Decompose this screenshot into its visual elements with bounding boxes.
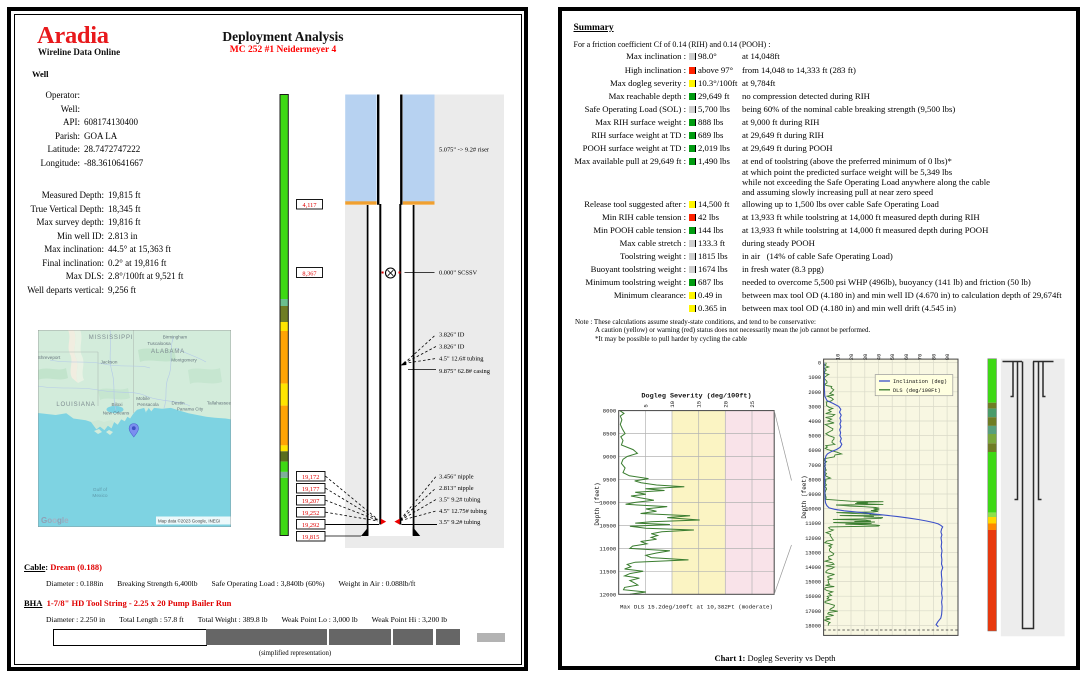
- svg-text:70: 70: [918, 354, 924, 360]
- svg-text:Jackson: Jackson: [101, 360, 118, 365]
- svg-text:11000: 11000: [599, 545, 616, 552]
- svg-text:17000: 17000: [805, 609, 821, 615]
- svg-text:40: 40: [877, 354, 883, 360]
- svg-text:ALABAMA: ALABAMA: [151, 349, 185, 355]
- svg-text:Tuscaloosa: Tuscaloosa: [147, 341, 171, 346]
- svg-text:8000: 8000: [603, 408, 617, 415]
- svg-text:MISSISSIPPI: MISSISSIPPI: [89, 335, 133, 341]
- svg-text:2.813" nipple: 2.813" nipple: [439, 485, 474, 492]
- svg-text:16000: 16000: [805, 594, 821, 600]
- svg-text:1000: 1000: [808, 375, 821, 381]
- svg-text:10000: 10000: [599, 499, 616, 506]
- svg-text:Montgomery: Montgomery: [171, 358, 197, 363]
- svg-text:Pensacola: Pensacola: [137, 402, 159, 407]
- svg-text:4000: 4000: [808, 419, 821, 425]
- svg-text:19,252: 19,252: [302, 510, 319, 517]
- svg-text:30: 30: [863, 354, 869, 360]
- svg-text:9.875" 62.8# casing: 9.875" 62.8# casing: [439, 368, 491, 375]
- svg-text:7000: 7000: [808, 463, 821, 469]
- svg-text:8500: 8500: [603, 431, 617, 438]
- svg-text:2000: 2000: [808, 390, 821, 396]
- svg-text:8000: 8000: [808, 477, 821, 483]
- svg-text:Inclination (deg): Inclination (deg): [893, 379, 947, 385]
- svg-text:19,815: 19,815: [302, 534, 319, 541]
- svg-text:19,172: 19,172: [302, 474, 319, 481]
- svg-text:20: 20: [849, 354, 855, 360]
- svg-text:Destin: Destin: [171, 401, 184, 406]
- svg-text:6000: 6000: [808, 448, 821, 454]
- svg-text:3.826" ID: 3.826" ID: [439, 332, 465, 339]
- svg-text:11000: 11000: [805, 521, 821, 527]
- svg-text:3000: 3000: [808, 404, 821, 410]
- svg-text:3.5" 9.2# tubing: 3.5" 9.2# tubing: [439, 497, 481, 504]
- svg-text:10: 10: [669, 400, 676, 407]
- svg-text:14000: 14000: [805, 565, 821, 571]
- svg-text:11500: 11500: [599, 568, 616, 575]
- svg-text:Biloxi: Biloxi: [112, 402, 123, 407]
- svg-text:Map data ©2023 Google, INEGI: Map data ©2023 Google, INEGI: [158, 519, 220, 524]
- svg-text:5: 5: [642, 404, 649, 407]
- svg-text:19,207: 19,207: [302, 498, 319, 505]
- svg-text:Birmingham: Birmingham: [163, 335, 188, 340]
- svg-text:Mexico: Mexico: [92, 493, 108, 499]
- svg-text:Max DLS 15.2deg/100ft at 10,38: Max DLS 15.2deg/100ft at 10,382Ft (moder…: [620, 604, 773, 611]
- svg-text:60: 60: [904, 354, 910, 360]
- svg-text:8,367: 8,367: [302, 270, 316, 277]
- svg-text:9000: 9000: [808, 492, 821, 498]
- svg-text:Google: Google: [41, 516, 69, 525]
- svg-text:4.5" 12.75# tubing: 4.5" 12.75# tubing: [439, 508, 488, 515]
- svg-text:3.826" ID: 3.826" ID: [439, 344, 465, 351]
- svg-text:Panama City: Panama City: [177, 407, 204, 412]
- svg-text:10000: 10000: [805, 507, 821, 513]
- svg-text:DLS (deg/100Ft): DLS (deg/100Ft): [893, 388, 941, 394]
- svg-text:Tallahassee: Tallahassee: [207, 401, 231, 406]
- svg-text:50: 50: [890, 354, 896, 360]
- svg-text:Mobile: Mobile: [136, 396, 150, 401]
- svg-text:Shreveport: Shreveport: [38, 355, 61, 360]
- svg-text:80: 80: [931, 354, 937, 360]
- svg-text:4,117: 4,117: [303, 202, 317, 209]
- svg-text:9000: 9000: [603, 454, 617, 461]
- svg-text:3.456" nipple: 3.456" nipple: [439, 474, 474, 481]
- svg-text:Dogleg Severity (deg/100ft): Dogleg Severity (deg/100ft): [641, 393, 751, 401]
- svg-text:New Orleans: New Orleans: [103, 411, 130, 416]
- svg-text:4.5" 12.6# tubing: 4.5" 12.6# tubing: [439, 356, 484, 363]
- svg-text:Depth (feet): Depth (feet): [801, 475, 808, 518]
- svg-text:20: 20: [722, 400, 729, 407]
- svg-text:5000: 5000: [808, 434, 821, 440]
- svg-text:15: 15: [696, 401, 703, 408]
- svg-text:10500: 10500: [599, 522, 616, 529]
- svg-text:5.075" -> 9.2# riser: 5.075" -> 9.2# riser: [439, 147, 490, 154]
- svg-text:LOUISIANA: LOUISIANA: [56, 402, 95, 408]
- svg-text:9500: 9500: [603, 477, 617, 484]
- svg-text:90: 90: [945, 354, 951, 360]
- svg-text:10: 10: [835, 354, 841, 360]
- svg-text:0.000" SCSSV: 0.000" SCSSV: [439, 270, 478, 277]
- svg-text:18000: 18000: [805, 623, 821, 629]
- svg-text:3.5" 9.2# tubing: 3.5" 9.2# tubing: [439, 519, 481, 526]
- svg-text:25: 25: [749, 401, 756, 408]
- svg-text:12000: 12000: [805, 536, 821, 542]
- svg-text:19,177: 19,177: [302, 486, 319, 493]
- svg-text:Gulf of: Gulf of: [93, 487, 108, 493]
- svg-text:15000: 15000: [805, 580, 821, 586]
- svg-text:13000: 13000: [805, 550, 821, 556]
- svg-text:19,292: 19,292: [302, 522, 319, 529]
- svg-text:12000: 12000: [599, 591, 616, 598]
- svg-text:Depth (feet): Depth (feet): [594, 482, 601, 525]
- svg-text:0: 0: [818, 361, 821, 367]
